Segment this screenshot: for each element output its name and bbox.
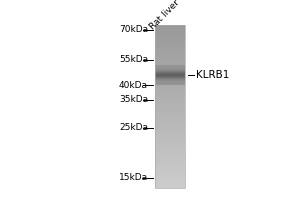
Text: 40kDa: 40kDa	[119, 80, 148, 90]
Text: Rat liver: Rat liver	[148, 0, 182, 31]
Text: 15kDa: 15kDa	[119, 173, 148, 182]
Text: 70kDa: 70kDa	[119, 25, 148, 34]
Bar	[155, 25, 185, 188]
Text: 25kDa: 25kDa	[119, 123, 148, 132]
Text: KLRB1: KLRB1	[196, 70, 230, 80]
Text: 55kDa: 55kDa	[119, 55, 148, 64]
Text: 35kDa: 35kDa	[119, 96, 148, 104]
